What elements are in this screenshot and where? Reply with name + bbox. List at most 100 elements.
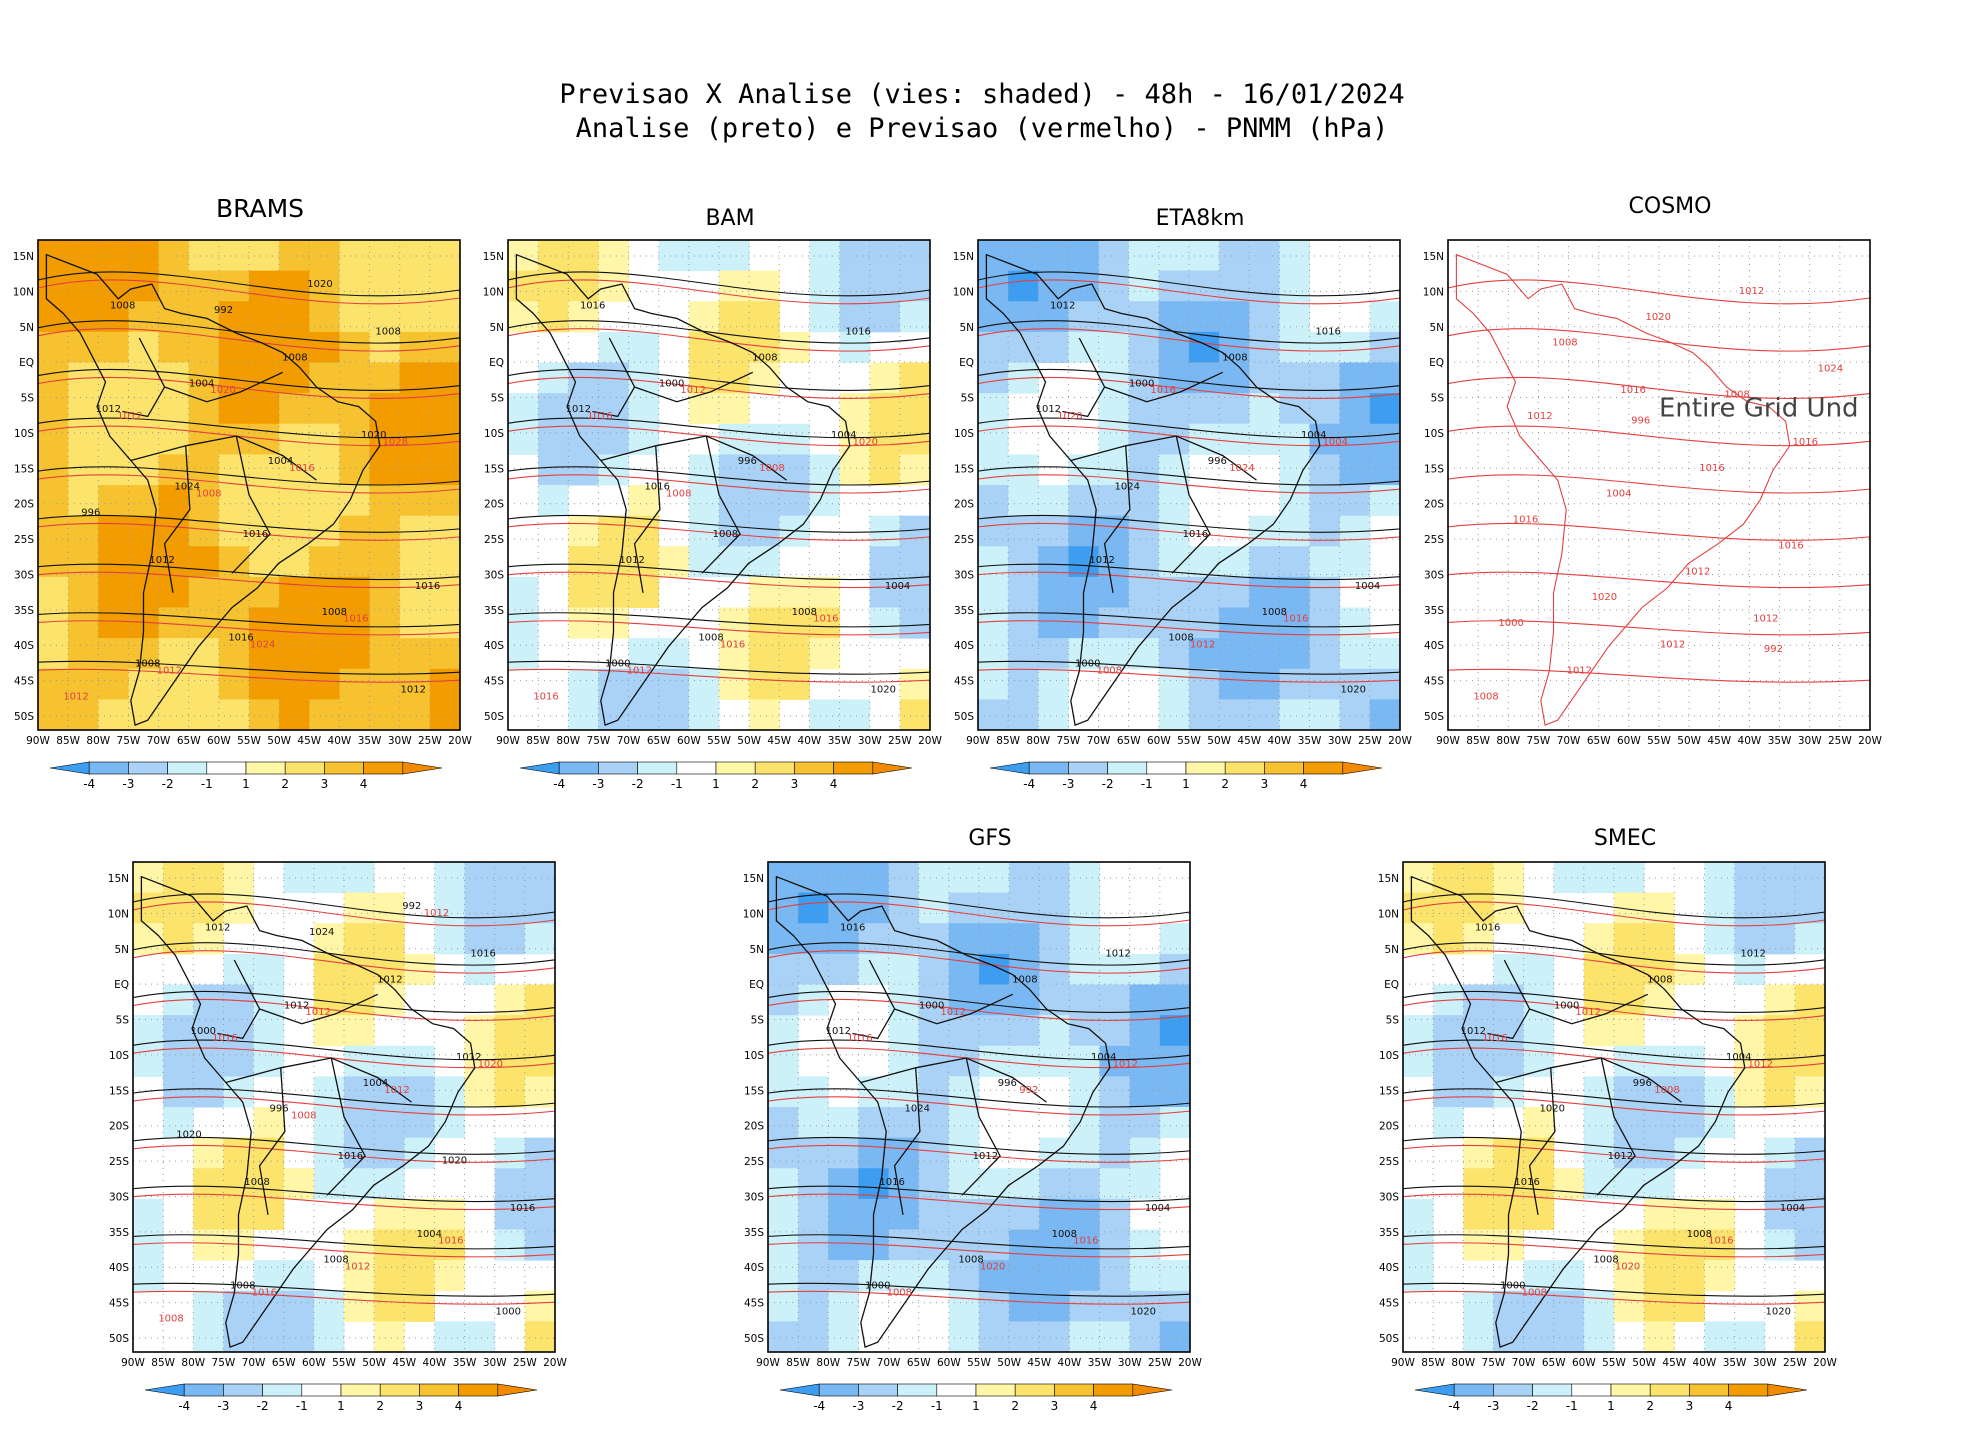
lat-tick-label: 20S — [744, 1121, 764, 1133]
lon-tick-label: 45W — [392, 1357, 416, 1369]
bias-cell — [858, 1076, 890, 1108]
colorbar-swatch — [779, 1383, 820, 1397]
bias-cell — [688, 240, 720, 272]
analysis-isobar — [132, 1136, 556, 1155]
bias-cell — [374, 923, 405, 955]
analysis-contour-label: 1024 — [1115, 482, 1140, 493]
lat-tick-label: 5S — [1386, 1015, 1400, 1027]
colorbar-swatch — [206, 761, 247, 775]
bias-cell — [1493, 1168, 1525, 1200]
bias-cell — [374, 1260, 405, 1292]
bias-cell — [369, 699, 401, 731]
bias-cell — [1734, 892, 1766, 924]
bias-cell — [344, 862, 375, 894]
analysis-contour-label: 1004 — [1355, 581, 1380, 592]
bias-cell — [193, 1045, 224, 1077]
bias-cell — [1794, 1076, 1826, 1108]
colorbar-swatch — [637, 761, 678, 775]
bias-cell — [828, 923, 859, 955]
bias-cell — [38, 301, 69, 333]
lon-tick-label: 40W — [798, 735, 822, 747]
bias-cell — [779, 423, 810, 455]
bias-cell — [749, 515, 780, 547]
bias-cell — [918, 1015, 950, 1047]
analysis-isobar — [767, 1039, 1191, 1061]
forecast-contour-label: 1024 — [250, 640, 275, 651]
bias-cell — [1369, 423, 1401, 455]
bias-cell — [948, 892, 980, 924]
forecast-isobar — [767, 901, 1191, 927]
colorbar-swatch — [858, 1383, 898, 1397]
colorbar-label: -1 — [671, 777, 683, 788]
forecast-isobar — [507, 571, 931, 589]
colorbar-swatch — [1028, 761, 1069, 775]
forecast-isobar — [507, 279, 931, 305]
bias-cell — [768, 1260, 799, 1292]
analysis-contour-label: 992 — [402, 901, 421, 912]
bias-cell — [1189, 393, 1220, 425]
colorbar-label: 2 — [1221, 777, 1229, 788]
bias-cell — [1039, 892, 1070, 924]
analysis-contour-label: 1012 — [1036, 404, 1061, 415]
forecast-contour-label: 1016 — [1283, 614, 1308, 625]
map-svg: 90W 85W 80W 75W 70W 65W 60W 55W 50W 45W 40W 35W 30W 2… — [953, 239, 1412, 788]
bias-cell — [399, 301, 431, 333]
bias-cell — [399, 607, 431, 639]
colorbar-label: 3 — [416, 1399, 424, 1410]
bias-cell — [464, 1321, 496, 1353]
analysis-contour-label: 1000 — [495, 1306, 520, 1317]
bias-cell — [1463, 862, 1494, 894]
bias-cell — [628, 668, 660, 700]
bias-cell — [188, 576, 220, 608]
bias-cell — [839, 423, 871, 455]
bias-cell — [313, 1015, 345, 1047]
bias-cell — [1009, 1321, 1040, 1353]
map-panel-bam: BAM 90W 85W 80W 75W 70W 65W 60W 55W 50W 45W 40W 35W… — [470, 188, 990, 788]
lat-tick-label: 35S — [484, 605, 504, 617]
colorbar-label: -1 — [1141, 777, 1153, 788]
bias-cell — [1433, 862, 1464, 894]
country-border — [163, 445, 191, 593]
analysis-isobar — [507, 417, 931, 439]
bias-cell — [979, 953, 1010, 985]
analysis-isobar — [767, 990, 1191, 1013]
bias-cell — [568, 423, 599, 455]
bias-cell — [309, 331, 340, 363]
bias-cell — [719, 485, 750, 517]
lon-tick-label: 90W — [1391, 1357, 1415, 1369]
lon-tick-label: 75W — [212, 1357, 236, 1369]
lon-tick-label: 40W — [1268, 735, 1292, 747]
lon-tick-label: 80W — [816, 1357, 840, 1369]
lat-tick-label: EQ — [1384, 979, 1399, 991]
bias-cell — [1129, 1229, 1161, 1261]
analysis-isobar — [767, 893, 1191, 919]
bias-cell — [163, 1107, 194, 1139]
colorbar-swatch — [88, 761, 129, 775]
colorbar-swatch — [1107, 761, 1148, 775]
bias-cell — [399, 576, 431, 608]
forecast-contour-label: 1008 — [1097, 665, 1122, 676]
bias-cell — [374, 1137, 405, 1169]
analysis-contour-label: 1008 — [1052, 1229, 1077, 1240]
bias-cell — [979, 1168, 1010, 1200]
bias-cell — [193, 923, 224, 955]
bias-cell — [133, 1198, 164, 1230]
colorbar-label: 4 — [1090, 1399, 1098, 1410]
colorbar-swatch — [1571, 1383, 1612, 1397]
bias-cell — [1704, 923, 1736, 955]
colorbar-swatch — [598, 761, 638, 775]
bias-cell — [98, 301, 129, 333]
lat-tick-label: 10N — [13, 286, 34, 298]
forecast-isobar — [977, 328, 1401, 352]
lon-tick-label: 75W — [847, 1357, 871, 1369]
bias-cell — [1403, 1198, 1434, 1230]
bias-cell — [133, 1260, 164, 1292]
lat-tick-label: 40S — [744, 1262, 764, 1274]
bias-cell — [1099, 1107, 1131, 1139]
colorbar-label: 1 — [1607, 1399, 1615, 1410]
bias-cell — [568, 576, 599, 608]
forecast-contour-label: 1024 — [1229, 463, 1254, 474]
bias-cell — [1039, 1198, 1070, 1230]
lon-tick-label: 45W — [297, 735, 321, 747]
bias-cell — [538, 240, 569, 272]
